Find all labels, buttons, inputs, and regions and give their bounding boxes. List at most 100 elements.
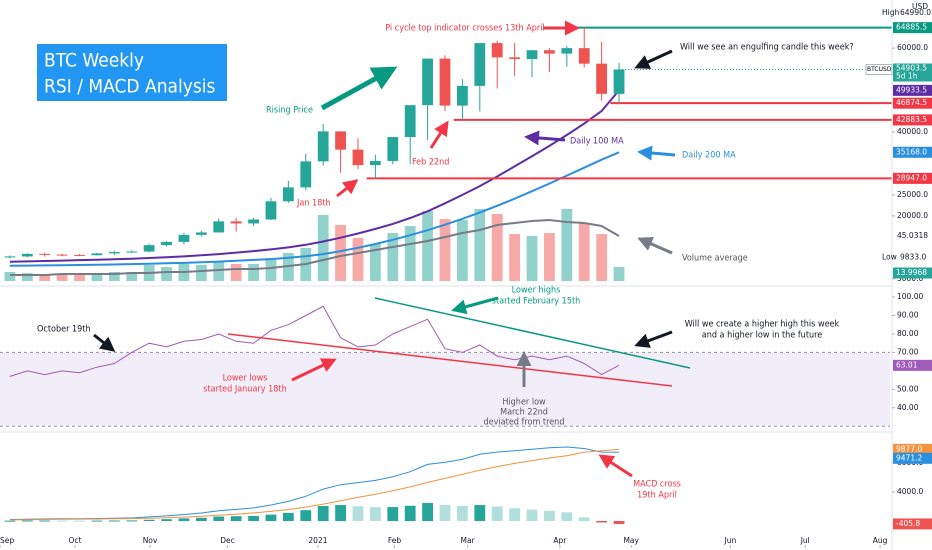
x-tick-label: May bbox=[623, 536, 639, 545]
volume-bar bbox=[108, 272, 120, 281]
histogram-bar bbox=[213, 516, 225, 521]
annotation: 19th April bbox=[637, 491, 677, 501]
candle-body bbox=[248, 219, 259, 224]
volume-bar bbox=[39, 274, 51, 281]
symbol: BTCUSD bbox=[867, 66, 892, 73]
volume-value: 13.9968 bbox=[896, 268, 927, 277]
annotation: Will we create a higher high this week bbox=[685, 320, 840, 330]
volume-bar bbox=[74, 275, 85, 281]
histogram-bar bbox=[509, 508, 521, 521]
histogram-bar bbox=[457, 505, 468, 521]
x-tick-label: Jul bbox=[800, 536, 810, 545]
candle-body bbox=[265, 201, 277, 220]
last-price: 54903.5 bbox=[896, 64, 927, 73]
volume-bar bbox=[335, 225, 346, 281]
volume-bar bbox=[457, 220, 468, 281]
candle-body bbox=[474, 43, 486, 86]
candle-body bbox=[596, 63, 608, 94]
title-box bbox=[37, 44, 227, 101]
axis-tag bbox=[893, 114, 932, 126]
volume-bar bbox=[213, 262, 225, 281]
volume-bar bbox=[161, 267, 172, 281]
title: RSI / MACD Analysis bbox=[44, 76, 216, 98]
rsi-band bbox=[0, 352, 890, 427]
macd-line bbox=[9, 448, 620, 521]
level-label: 64885.5 bbox=[896, 23, 927, 32]
arrow bbox=[291, 358, 337, 382]
candle-body bbox=[335, 131, 346, 150]
annotation: started January 18th bbox=[203, 385, 286, 395]
y-tick-label: 90.00 bbox=[897, 310, 919, 319]
candle-body bbox=[21, 253, 33, 257]
volume-bar bbox=[265, 258, 277, 281]
volume-bar bbox=[561, 209, 573, 281]
volume-bar bbox=[596, 234, 608, 281]
annotation: Daily 100 MA bbox=[570, 137, 624, 147]
macd-line bbox=[9, 446, 620, 520]
annotation: October 19th bbox=[37, 325, 91, 335]
volume-bar bbox=[387, 233, 399, 281]
histogram-bar bbox=[161, 519, 172, 521]
x-tick-label: Oct bbox=[69, 536, 82, 545]
histogram-bar bbox=[56, 520, 68, 522]
level-label: 42883.5 bbox=[896, 115, 927, 124]
histogram-bar bbox=[248, 515, 259, 521]
histogram-bar bbox=[491, 506, 503, 521]
arrow bbox=[637, 236, 673, 255]
annotation: deviated from trend bbox=[484, 418, 565, 428]
currency: USD bbox=[912, 2, 928, 11]
axis-tag-label: 49933.5 bbox=[896, 85, 927, 94]
histogram-bar bbox=[526, 509, 538, 521]
axis-tag-label: 9877.0 bbox=[896, 444, 922, 453]
axis-tag bbox=[893, 172, 932, 184]
histogram-bar bbox=[230, 516, 242, 521]
axis-tag-label: 63.01 bbox=[896, 360, 918, 369]
histogram-bar bbox=[578, 517, 590, 521]
candle-body bbox=[387, 137, 399, 161]
candle-body bbox=[404, 105, 416, 138]
annotation: Lower lows bbox=[223, 374, 268, 384]
arrow bbox=[524, 130, 566, 146]
candle-body bbox=[108, 252, 120, 254]
y-tick-label: 100.00 bbox=[897, 292, 923, 301]
annotation: Higher low bbox=[502, 398, 546, 408]
axis-tag-label: 9471.2 bbox=[896, 453, 922, 462]
candle-body bbox=[491, 43, 503, 58]
candle-body bbox=[317, 131, 329, 162]
histogram-bar bbox=[439, 504, 451, 521]
histogram-bar bbox=[282, 512, 294, 521]
volume-bar bbox=[21, 273, 33, 281]
candle-body bbox=[369, 160, 381, 166]
x-tick-label: Mar bbox=[461, 536, 476, 545]
level-label: 46874.5 bbox=[896, 98, 927, 107]
x-tick-label: Apr bbox=[553, 536, 567, 545]
x-tick-label: Sep bbox=[0, 536, 14, 545]
moving-average-line bbox=[9, 151, 620, 267]
arrow bbox=[634, 49, 673, 69]
candle-body bbox=[143, 245, 155, 252]
volume-bar bbox=[526, 236, 538, 281]
candle-body bbox=[195, 232, 207, 235]
histogram-bar bbox=[74, 520, 85, 522]
candle-body bbox=[544, 50, 555, 54]
histogram-bar bbox=[300, 510, 312, 521]
y-tick-label: 60000.0 bbox=[897, 43, 928, 52]
x-tick-label: Feb bbox=[388, 536, 402, 545]
histogram-bar bbox=[126, 520, 138, 522]
countdown: 5d 1h bbox=[896, 72, 918, 81]
volume-bar bbox=[230, 264, 242, 281]
axis-tag bbox=[893, 443, 932, 455]
histogram-bar bbox=[352, 506, 364, 521]
volume-bar bbox=[317, 215, 329, 281]
y-tick-label: 25000.0 bbox=[897, 190, 928, 199]
high-label: High bbox=[882, 8, 899, 17]
histogram-bar bbox=[21, 520, 33, 522]
volume-bar bbox=[369, 244, 381, 281]
volume-bar bbox=[509, 234, 521, 281]
y-tick-label: 80.00 bbox=[897, 329, 919, 338]
axis-tag bbox=[893, 97, 932, 109]
histogram-bar bbox=[39, 520, 51, 522]
axis-tag bbox=[893, 22, 932, 34]
axis-tag bbox=[893, 359, 932, 371]
x-tick-label: Jun bbox=[724, 536, 737, 545]
